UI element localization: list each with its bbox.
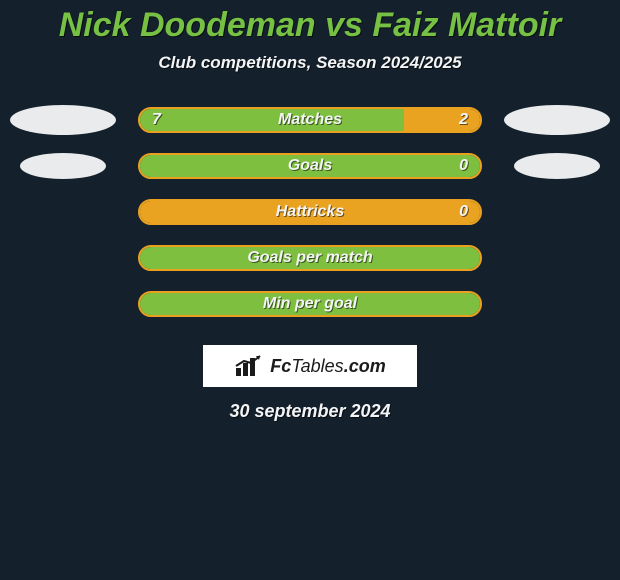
logo-part-b: Tables bbox=[291, 356, 343, 376]
stat-bar: Matches7 2 bbox=[138, 107, 482, 133]
stat-value-right: 2 bbox=[459, 111, 468, 129]
comparison-infographic: Nick Doodeman vs Faiz Mattoir Club compe… bbox=[0, 0, 620, 580]
stat-row: Hattricks0 bbox=[0, 189, 620, 235]
stat-bar: Goals0 bbox=[138, 153, 482, 179]
stat-row: Goals0 bbox=[0, 143, 620, 189]
logo-part-c: .com bbox=[344, 356, 386, 376]
stat-bar: Goals per match bbox=[138, 245, 482, 271]
stat-bar: Min per goal bbox=[138, 291, 482, 317]
stat-row: Matches7 2 bbox=[0, 97, 620, 143]
stat-value-right: 0 bbox=[459, 203, 468, 221]
stat-label: Goals per match bbox=[140, 249, 480, 267]
stat-rows: Matches72Goals0Hattricks0Goals per match… bbox=[0, 97, 620, 327]
page-subtitle: Club competitions, Season 2024/2025 bbox=[0, 53, 620, 73]
stat-label: Min per goal bbox=[140, 295, 480, 313]
stat-label: Hattricks bbox=[140, 203, 480, 221]
player-right-badge bbox=[514, 153, 600, 179]
player-left-badge bbox=[10, 105, 116, 135]
date-label: 30 september 2024 bbox=[0, 401, 620, 422]
fctables-logo[interactable]: FcTables.com bbox=[203, 345, 417, 387]
page-title: Nick Doodeman vs Faiz Mattoir bbox=[0, 0, 620, 45]
stat-value-left: 7 bbox=[152, 111, 161, 129]
logo-text: FcTables.com bbox=[270, 356, 385, 377]
stat-label: Matches bbox=[140, 111, 480, 129]
stat-row: Goals per match bbox=[0, 235, 620, 281]
bar-chart-icon bbox=[234, 354, 264, 378]
player-right-badge bbox=[504, 105, 610, 135]
stat-row: Min per goal bbox=[0, 281, 620, 327]
stat-bar: Hattricks0 bbox=[138, 199, 482, 225]
stat-label: Goals bbox=[140, 157, 480, 175]
player-left-badge bbox=[20, 153, 106, 179]
stat-value-right: 0 bbox=[459, 157, 468, 175]
logo-part-a: Fc bbox=[270, 356, 291, 376]
